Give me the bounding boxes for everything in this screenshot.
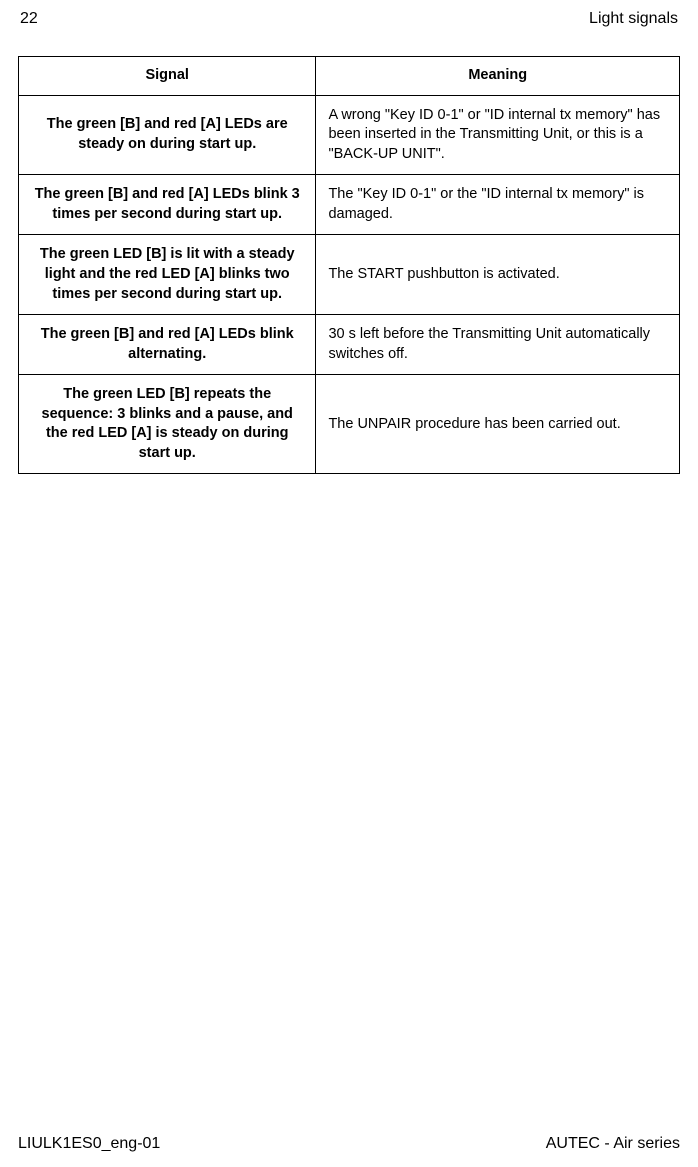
table-row: The green [B] and red [A] LEDs blink 3 t… <box>19 175 680 235</box>
table-row: The green [B] and red [A] LEDs blink alt… <box>19 315 680 375</box>
col-header-meaning: Meaning <box>316 57 680 96</box>
signal-cell: The green LED [B] is lit with a steady l… <box>19 235 316 315</box>
doc-id: LIULK1ES0_eng-01 <box>18 1135 160 1153</box>
signal-cell: The green [B] and red [A] LEDs are stead… <box>19 95 316 175</box>
page-header: 22 Light signals <box>18 10 680 28</box>
meaning-cell: The START pushbutton is activated. <box>316 235 680 315</box>
col-header-signal: Signal <box>19 57 316 96</box>
section-title: Light signals <box>589 10 678 28</box>
product-name: AUTEC - Air series <box>546 1135 680 1153</box>
signal-cell: The green [B] and red [A] LEDs blink alt… <box>19 315 316 375</box>
page-number: 22 <box>20 10 38 28</box>
table-row: The green [B] and red [A] LEDs are stead… <box>19 95 680 175</box>
table-row: The green LED [B] repeats the sequence: … <box>19 375 680 474</box>
meaning-cell: The UNPAIR procedure has been carried ou… <box>316 375 680 474</box>
meaning-cell: 30 s left before the Transmitting Unit a… <box>316 315 680 375</box>
signals-table: Signal Meaning The green [B] and red [A]… <box>18 56 680 474</box>
signal-cell: The green LED [B] repeats the sequence: … <box>19 375 316 474</box>
table-row: The green LED [B] is lit with a steady l… <box>19 235 680 315</box>
page: 22 Light signals Signal Meaning The gree… <box>0 0 698 1167</box>
meaning-cell: A wrong "Key ID 0-1" or "ID internal tx … <box>316 95 680 175</box>
signal-cell: The green [B] and red [A] LEDs blink 3 t… <box>19 175 316 235</box>
meaning-cell: The "Key ID 0-1" or the "ID internal tx … <box>316 175 680 235</box>
page-footer: LIULK1ES0_eng-01 AUTEC - Air series <box>18 1135 680 1153</box>
table-header-row: Signal Meaning <box>19 57 680 96</box>
